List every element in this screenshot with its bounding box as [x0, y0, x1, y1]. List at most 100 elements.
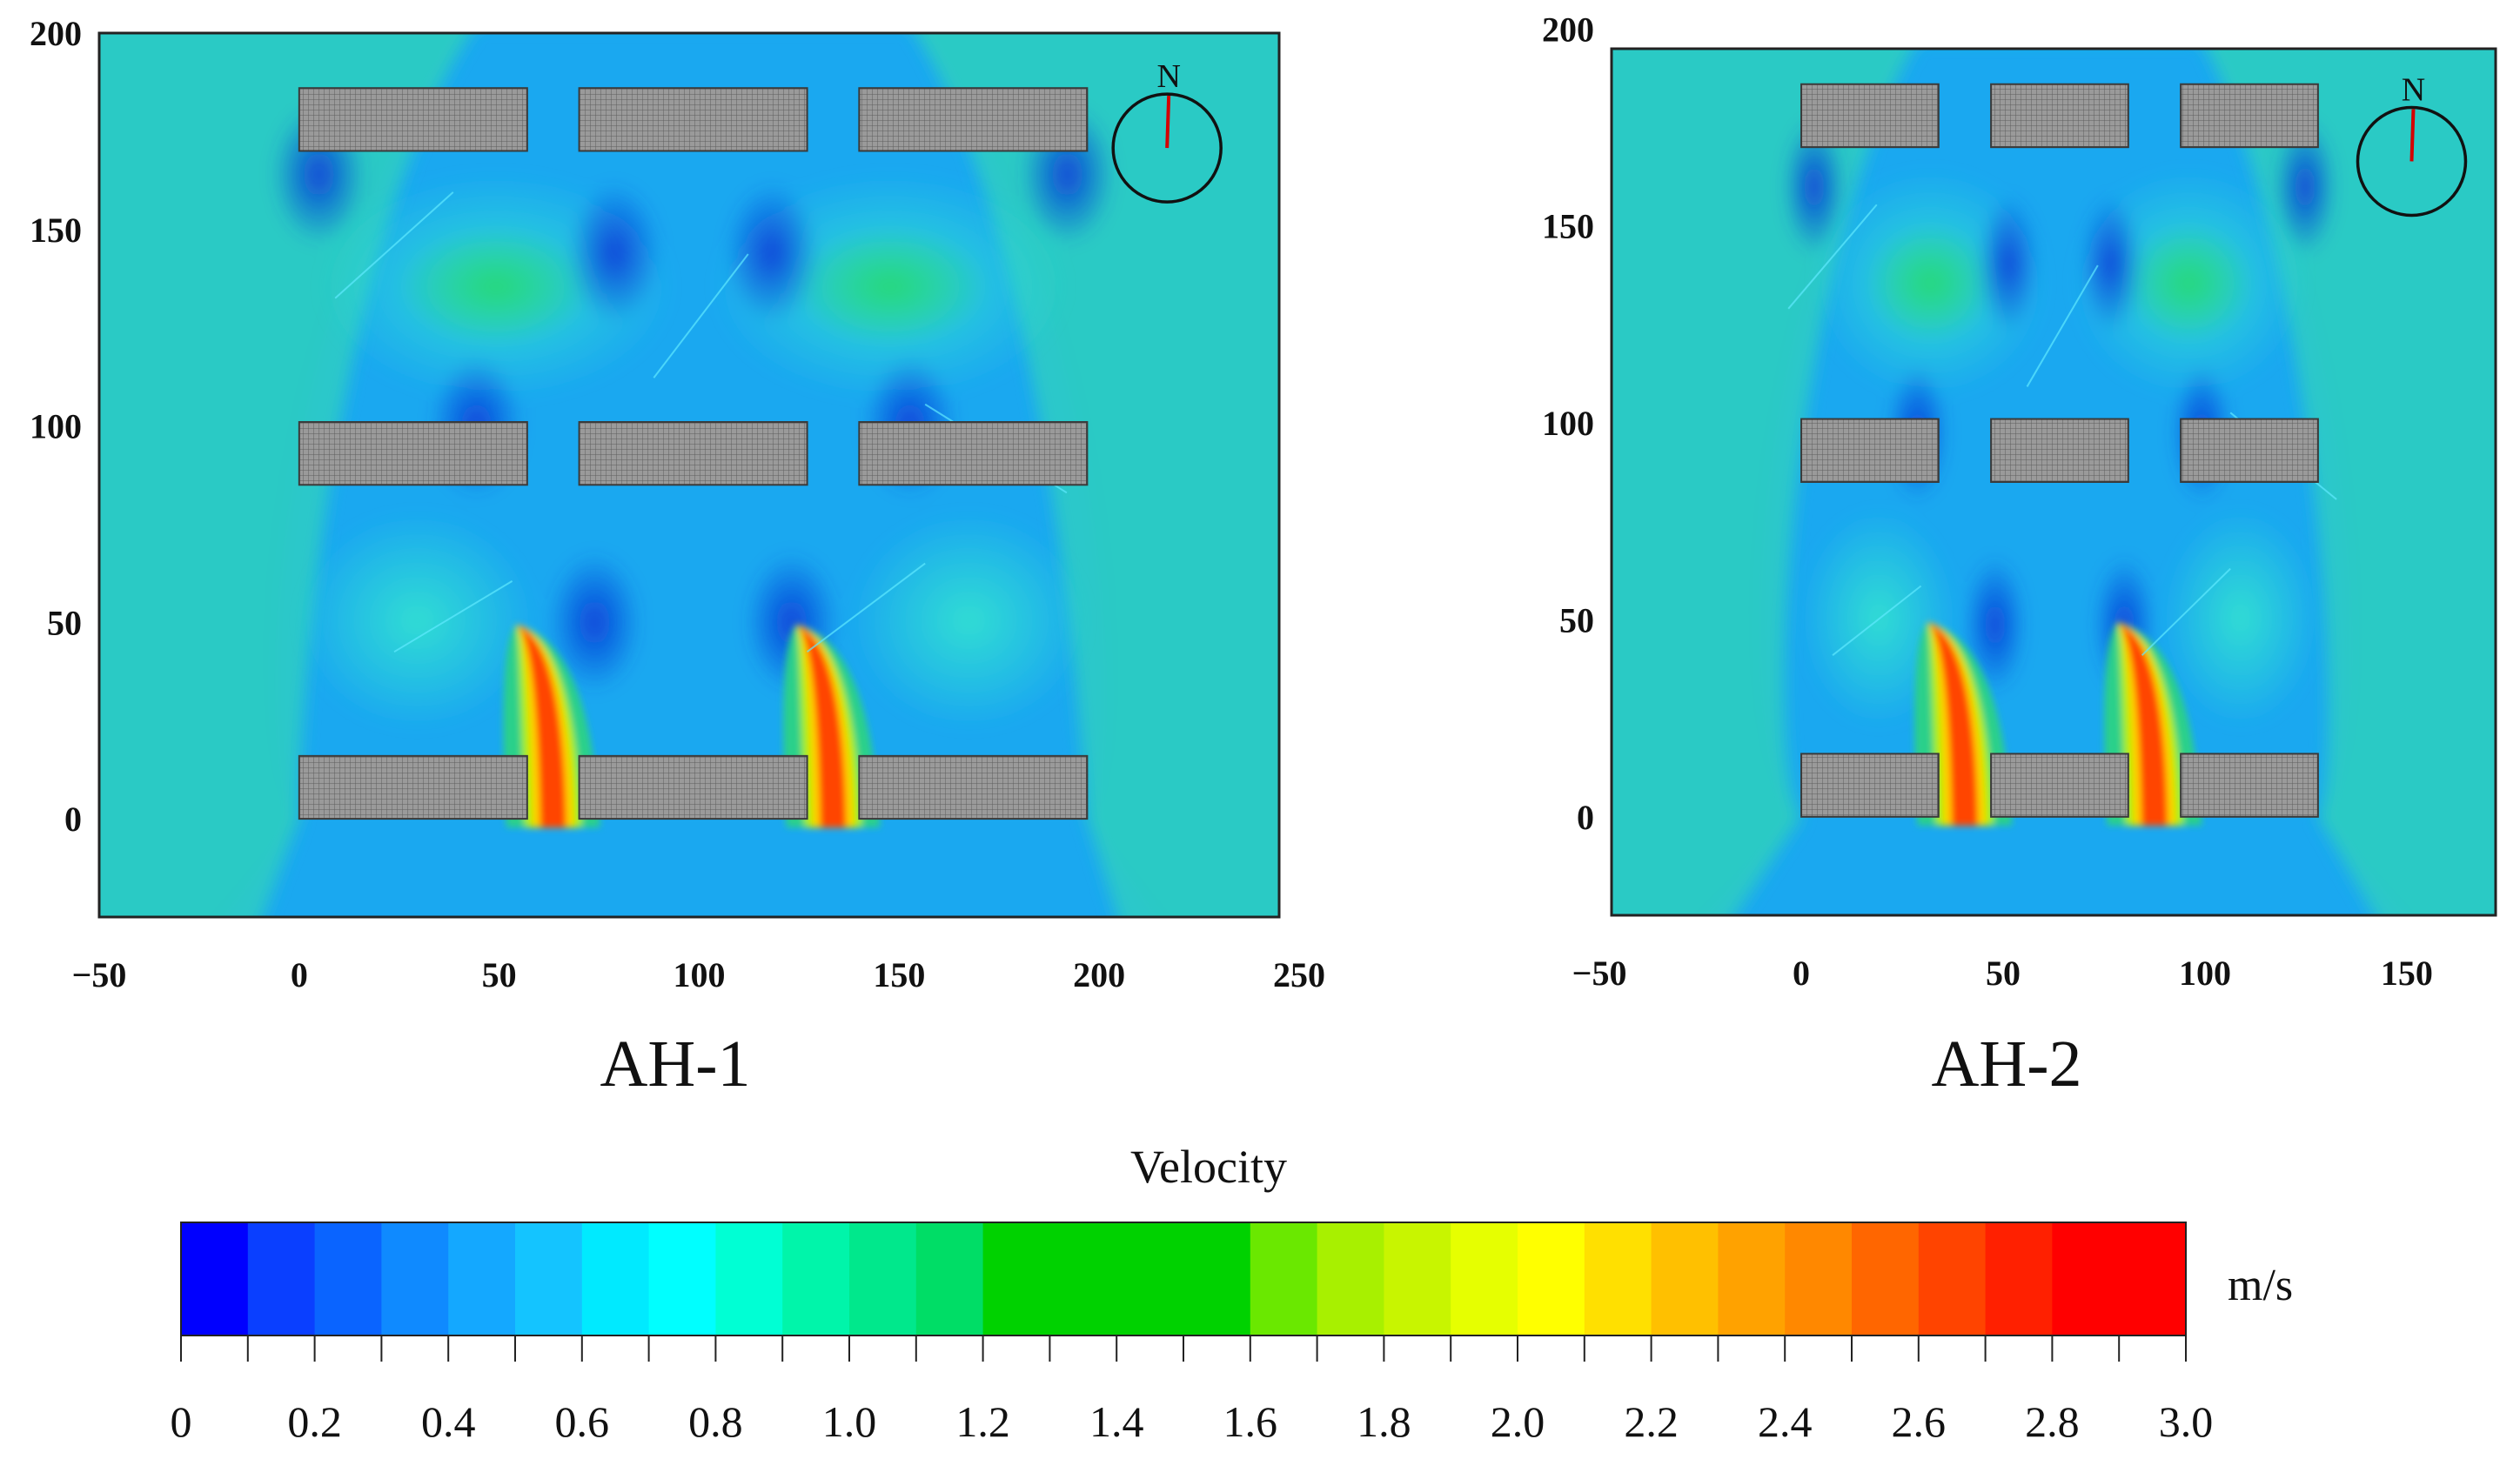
y-tick-label: 50: [47, 603, 82, 642]
building-2-6: [2180, 418, 2319, 483]
compass-label: N: [1156, 58, 1180, 95]
plot-frame-1: [97, 31, 1281, 919]
colorbar-swatch: [1250, 1222, 1318, 1335]
y-tick-label: 100: [1542, 404, 1594, 443]
building-1-3: [858, 754, 1089, 820]
x-tick-label: 150: [873, 955, 925, 994]
building-1-6: [858, 421, 1089, 486]
x-tick-label: −50: [1572, 954, 1627, 993]
colorbar-tick-label: 1.8: [1357, 1397, 1411, 1446]
colorbar-swatch: [648, 1222, 716, 1335]
colorbar-tick-label: 1.6: [1223, 1397, 1278, 1446]
colorbar-swatch: [2119, 1222, 2187, 1335]
colorbar-swatch: [1518, 1222, 1585, 1335]
y-tick-label: 50: [1559, 600, 1594, 639]
building-1-5: [578, 421, 808, 486]
colorbar-swatch: [247, 1222, 316, 1335]
colorbar-swatch: [1384, 1222, 1451, 1335]
colorbar-tick-label: 2.0: [1490, 1397, 1545, 1446]
plot-panel-2: N −50 0 50 100 150 0 50 100 150 200: [1542, 10, 2497, 993]
compass-label: N: [2402, 71, 2425, 108]
buildings-2: [1800, 83, 2319, 818]
building-1-2: [578, 754, 808, 820]
x-tick-label: 150: [2381, 954, 2433, 993]
colorbar-swatch: [1852, 1222, 1920, 1335]
colorbar-swatch: [581, 1222, 650, 1335]
colorbar-swatch: [1317, 1222, 1384, 1335]
building-2-9: [2180, 83, 2319, 149]
compass-needle: [2409, 109, 2416, 162]
building-1-1: [298, 754, 528, 820]
y-tick-label: 150: [1542, 207, 1594, 246]
compass-needle: [1165, 96, 1171, 149]
y-tick-label: 0: [1577, 798, 1594, 837]
colorbar-tick-label: 3.0: [2158, 1397, 2214, 1446]
colorbar-tick-label: 0.8: [688, 1397, 743, 1446]
colorbar-swatch: [715, 1222, 783, 1335]
y-tick-label: 150: [30, 211, 82, 250]
x-tick-label: 50: [482, 955, 517, 994]
colorbar-swatch: [2052, 1222, 2120, 1335]
colorbar-swatch: [1985, 1222, 2053, 1335]
x-tick-label: 100: [2179, 954, 2231, 993]
buildings-1: [298, 87, 1089, 820]
panel-title-ah1: AH-1: [600, 1028, 751, 1101]
colorbar-swatch: [849, 1222, 917, 1335]
colorbar-swatch: [1183, 1222, 1251, 1335]
x-tick-label: −50: [72, 955, 127, 994]
plot-panel-1: N −50 0 50 100 150 200 250 0 50 100 150 200: [30, 14, 1325, 994]
colorbar-title: Velocity: [1130, 1141, 1287, 1193]
building-1-4: [298, 421, 528, 486]
colorbar-tick-label: 2.8: [2025, 1397, 2080, 1446]
panel-title-ah2: AH-2: [1931, 1028, 2082, 1101]
building-1-8: [578, 87, 808, 152]
building-2-3: [2180, 753, 2319, 818]
colorbar-tick-label: 0: [170, 1397, 192, 1446]
colorbar-swatch: [1785, 1222, 1853, 1335]
y-tick-label: 200: [1542, 10, 1594, 49]
x-tick-label: 0: [291, 955, 308, 994]
colorbar-swatch: [782, 1222, 850, 1335]
colorbar-swatch: [181, 1222, 249, 1335]
colorbar-swatch: [381, 1222, 449, 1335]
building-2-7: [1800, 83, 1940, 149]
building-2-2: [1990, 753, 2129, 818]
plot-frame-2: [1610, 47, 2497, 917]
y-tick-label: 0: [64, 800, 82, 839]
building-2-1: [1800, 753, 1940, 818]
colorbar-swatch: [515, 1222, 583, 1335]
colorbar-tick-label: 1.2: [955, 1397, 1010, 1446]
colorbar-swatch: [1651, 1222, 1719, 1335]
colorbar-tick-label: 0.4: [420, 1397, 476, 1446]
colorbar-swatch: [1584, 1222, 1652, 1335]
colorbar-tick-label: 1.4: [1089, 1397, 1144, 1446]
colorbar-swatch: [1451, 1222, 1518, 1335]
colorbar-swatch: [1718, 1222, 1786, 1335]
outer-flow-bands: [99, 33, 1279, 917]
colorbar-tick-label: 1.0: [821, 1397, 877, 1446]
building-2-5: [1990, 418, 2129, 483]
x-tick-label: 50: [1986, 954, 2021, 993]
compass-icon: [1111, 92, 1223, 204]
building-1-7: [298, 87, 528, 152]
compass-icon: [2356, 105, 2468, 218]
colorbar-tick-label: 0.2: [287, 1397, 342, 1446]
colorbar-swatch: [1116, 1222, 1184, 1335]
colorbar-tick-label: 2.6: [1891, 1397, 1947, 1446]
building-2-4: [1800, 418, 1940, 483]
y-tick-label: 100: [30, 407, 82, 446]
x-tick-label: 100: [673, 955, 725, 994]
x-tick-label: 0: [1793, 954, 1810, 993]
x-tick-label: 200: [1073, 955, 1125, 994]
interior-flow-blobs: [1783, 117, 2336, 727]
colorbar: [180, 1222, 2187, 1362]
colorbar-swatch: [982, 1222, 1050, 1335]
building-2-8: [1990, 83, 2129, 149]
colorbar-swatch: [314, 1222, 382, 1335]
building-1-9: [858, 87, 1089, 152]
colorbar-swatch: [1049, 1222, 1117, 1335]
colorbar-tick-label: 2.4: [1757, 1397, 1813, 1446]
colorbar-swatch: [1918, 1222, 1987, 1335]
